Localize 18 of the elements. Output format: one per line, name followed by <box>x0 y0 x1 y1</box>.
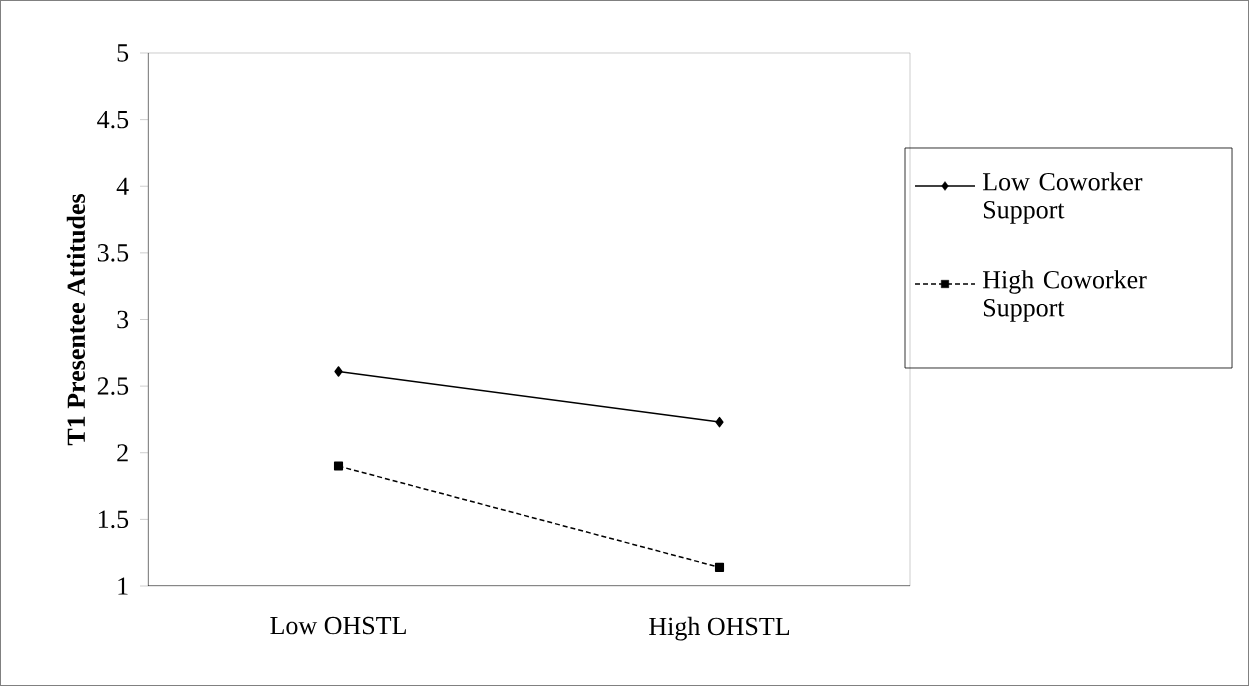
x-tick-label: Low OHSTL <box>270 616 406 635</box>
y-tick-label: 5 <box>117 44 129 62</box>
y-tick-label: 2 <box>117 444 128 462</box>
point <box>715 416 724 428</box>
legend-label: Low Coworker Support <box>982 172 1143 224</box>
point <box>714 562 725 572</box>
y-tick-label: 4.5 <box>97 110 129 129</box>
legend-label: High Coworker Support <box>982 270 1147 322</box>
point <box>334 366 343 377</box>
y-tick-label: 3 <box>117 310 129 329</box>
y-tick-label: 2.5 <box>97 377 129 395</box>
y-axis-title: T1 Presentee Attitudes <box>66 194 86 446</box>
y-tick-label: 1.5 <box>98 510 129 529</box>
y-tick-label: 4 <box>116 177 129 195</box>
y-tick-label: 3.5 <box>97 244 129 262</box>
x-tick-label: High OHSTL <box>649 616 790 641</box>
point <box>333 461 344 471</box>
y-tick-label: 1 <box>118 577 128 595</box>
